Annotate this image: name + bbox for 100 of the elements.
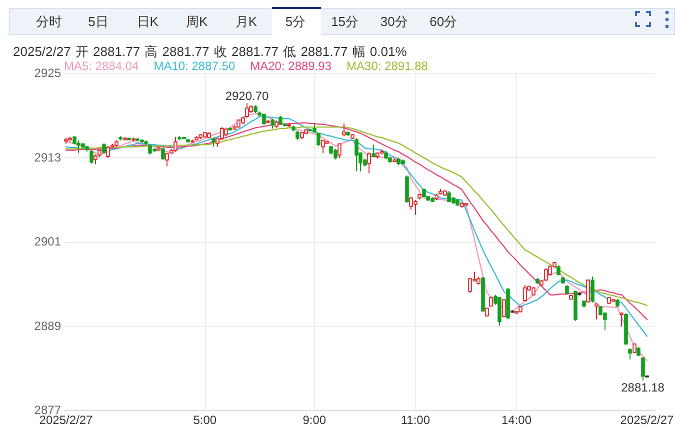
- candlestick: [114, 140, 118, 148]
- candlestick: [296, 130, 300, 140]
- candlestick: [367, 152, 371, 174]
- candlestick: [578, 292, 582, 296]
- y-tick-label: 2925: [34, 66, 62, 80]
- candlestick: [346, 130, 350, 137]
- text: 60分: [430, 13, 458, 31]
- candlestick: [270, 118, 274, 129]
- candlestick: [64, 137, 68, 144]
- y-tick-label: 2913: [34, 150, 62, 164]
- text: 30分: [380, 13, 408, 31]
- candlestick: [118, 136, 122, 141]
- text: 15分: [331, 13, 359, 31]
- candlestick: [574, 290, 578, 322]
- candlestick: [636, 346, 640, 356]
- candlestick: [68, 136, 72, 142]
- candlestick: [582, 300, 586, 308]
- candlestick: [464, 202, 468, 207]
- x-tick-label: 2025/2/27: [39, 413, 94, 426]
- candlestick: [620, 312, 624, 327]
- candlestick: [590, 276, 594, 304]
- x-tick-label: 14:00: [501, 413, 532, 426]
- candlestick: [156, 146, 160, 152]
- candlestick: [194, 136, 198, 141]
- candlestick: [174, 136, 178, 152]
- candlestick: [283, 122, 287, 127]
- candlestick: [405, 175, 409, 204]
- candlestick: [586, 278, 590, 304]
- candlestick: [518, 306, 522, 313]
- candlestick: [460, 202, 464, 208]
- candlestick: [300, 131, 304, 140]
- candlestick: [342, 123, 346, 137]
- candlestick: [287, 123, 291, 128]
- candlestick: [456, 198, 460, 206]
- candlestick: [144, 140, 148, 146]
- candlestick: [536, 278, 540, 284]
- y-tick-label: 2901: [34, 234, 62, 249]
- text: 周K: [186, 13, 208, 31]
- candlestick: [316, 132, 320, 147]
- candlestick: [392, 158, 396, 163]
- candlestick: [502, 298, 506, 318]
- candlestick: [418, 193, 422, 200]
- candlestick: [90, 150, 94, 164]
- candlestick: [212, 137, 216, 148]
- annotation: 2881.18: [621, 380, 665, 395]
- candlestick: [207, 131, 211, 139]
- candlestick: [540, 280, 544, 286]
- candlestick: [186, 138, 190, 144]
- candlestick: [123, 136, 127, 141]
- candlestick: [616, 298, 620, 308]
- candlestick: [224, 127, 228, 137]
- candlestick: [110, 143, 114, 149]
- candlestick: [498, 296, 502, 326]
- text: 5分: [285, 13, 306, 31]
- candlestick: [556, 264, 560, 276]
- candlestick: [481, 276, 485, 312]
- x-tick-label: 5:00: [193, 413, 217, 426]
- annotation: 2920.70: [225, 89, 270, 104]
- candlestick: [561, 276, 565, 284]
- candlestick: [249, 104, 253, 114]
- candlestick: [102, 142, 106, 154]
- candlestick: [321, 139, 325, 154]
- candlestick: [624, 312, 628, 346]
- text: MA10: 2887.50: [154, 59, 236, 73]
- candlestick: [228, 126, 232, 132]
- candlestick: [161, 146, 165, 161]
- candlestick: [510, 310, 514, 313]
- candlestick: [254, 104, 258, 114]
- text: MA20: 2889.93: [250, 59, 332, 73]
- text: 月K: [235, 13, 258, 31]
- candlestick: [628, 348, 632, 360]
- candlestick: [489, 296, 493, 308]
- x-tick-label: 11:00: [400, 413, 430, 426]
- candlestick: [641, 356, 645, 382]
- candlestick: [190, 139, 194, 144]
- candlestick: [565, 284, 569, 295]
- candlestick: [350, 134, 354, 140]
- candlestick: [278, 115, 282, 126]
- candlestick: [338, 142, 342, 158]
- candlestick: [569, 294, 573, 300]
- candlestick: [594, 302, 598, 320]
- candlestick: [85, 146, 89, 152]
- candlestick: [354, 138, 358, 172]
- candlestick: [127, 137, 131, 141]
- text: MA5: 2884.04: [64, 59, 140, 73]
- chart-subtitle: 2025/2/27 开 2881.77 高 2881.77 收 2881.77 低 2881.77 幅 0.01%: [13, 44, 408, 59]
- candlestick: [304, 128, 308, 135]
- candlestick: [94, 154, 98, 165]
- text: 5日: [88, 13, 108, 31]
- text: 分时: [36, 13, 62, 31]
- text: MA30: 2891.88: [346, 59, 428, 73]
- candlestick: [506, 287, 510, 320]
- candlestick: [485, 307, 489, 318]
- candlestick: [544, 268, 548, 282]
- candlestick: [106, 146, 110, 158]
- candlestick: [132, 137, 136, 142]
- candlestick: [632, 342, 636, 354]
- x-tick-label: 9:00: [302, 413, 326, 426]
- y-tick-label: 2889: [34, 318, 62, 333]
- candlestick: [292, 125, 296, 132]
